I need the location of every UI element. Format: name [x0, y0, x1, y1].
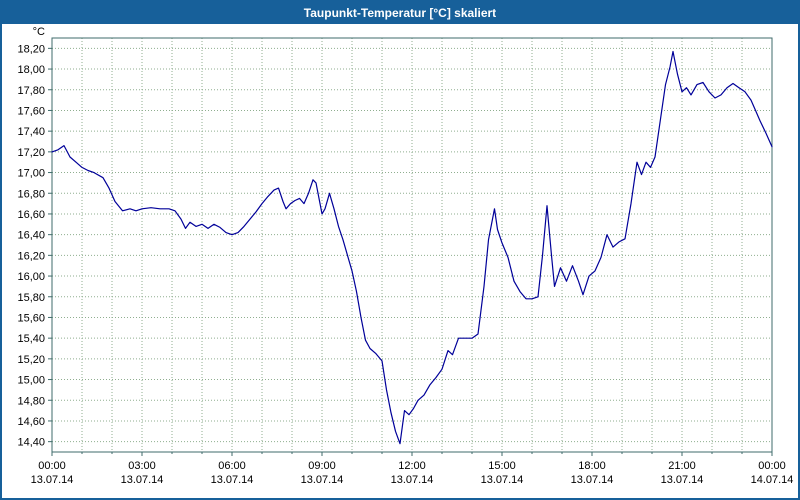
svg-text:18,00: 18,00 — [17, 64, 45, 76]
svg-text:14,80: 14,80 — [17, 395, 45, 407]
svg-text:17,40: 17,40 — [17, 126, 45, 138]
svg-text:15,00: 15,00 — [17, 375, 45, 387]
svg-text:12:00: 12:00 — [398, 460, 426, 472]
svg-text:17,00: 17,00 — [17, 168, 45, 180]
svg-text:18:00: 18:00 — [578, 460, 606, 472]
svg-text:06:00: 06:00 — [218, 460, 246, 472]
svg-text:15,60: 15,60 — [17, 312, 45, 324]
svg-text:00:00: 00:00 — [758, 460, 786, 472]
y-axis-labels: 14,40 14,60 14,80 15,00 15,20 15,40 15,60 15,80… — [17, 26, 52, 449]
series-line-taupunkt-temperatur — [51, 50, 773, 445]
svg-text:14,40: 14,40 — [17, 437, 45, 449]
x-axis-labels: 00:00 13.07.14 03:00 13.07.14 06:00 13.07.14 0… — [31, 452, 794, 486]
svg-text:16,40: 16,40 — [17, 230, 45, 242]
svg-text:17,60: 17,60 — [17, 105, 45, 117]
svg-text:°C: °C — [33, 26, 45, 38]
svg-text:15,40: 15,40 — [17, 333, 45, 345]
grid-lines — [52, 38, 772, 452]
svg-text:13.07.14: 13.07.14 — [391, 474, 434, 486]
svg-text:16,80: 16,80 — [17, 188, 45, 200]
chart-plot-area: 14,40 14,60 14,80 15,00 15,20 15,40 15,60 15,80… — [2, 24, 798, 498]
svg-text:16,60: 16,60 — [17, 209, 45, 221]
svg-text:14.07.14: 14.07.14 — [751, 474, 794, 486]
svg-text:13.07.14: 13.07.14 — [661, 474, 704, 486]
svg-text:13.07.14: 13.07.14 — [481, 474, 524, 486]
svg-text:13.07.14: 13.07.14 — [301, 474, 344, 486]
svg-text:17,80: 17,80 — [17, 85, 45, 97]
svg-text:15:00: 15:00 — [488, 460, 516, 472]
svg-text:21:00: 21:00 — [668, 460, 696, 472]
svg-text:15,20: 15,20 — [17, 354, 45, 366]
svg-text:13.07.14: 13.07.14 — [571, 474, 614, 486]
svg-text:14,60: 14,60 — [17, 416, 45, 428]
svg-text:09:00: 09:00 — [308, 460, 336, 472]
svg-text:03:00: 03:00 — [128, 460, 156, 472]
svg-text:13.07.14: 13.07.14 — [121, 474, 164, 486]
chart-svg: 14,40 14,60 14,80 15,00 15,20 15,40 15,60 15,80… — [17, 26, 794, 486]
svg-text:16,20: 16,20 — [17, 250, 45, 262]
svg-text:16,00: 16,00 — [17, 271, 45, 283]
svg-text:15,80: 15,80 — [17, 292, 45, 304]
svg-text:00:00: 00:00 — [38, 460, 66, 472]
svg-text:13.07.14: 13.07.14 — [211, 474, 254, 486]
chart-title-bar: Taupunkt-Temperatur [°C] skaliert — [2, 2, 798, 24]
svg-text:13.07.14: 13.07.14 — [31, 474, 74, 486]
svg-text:18,20: 18,20 — [17, 43, 45, 55]
svg-text:17,20: 17,20 — [17, 147, 45, 159]
